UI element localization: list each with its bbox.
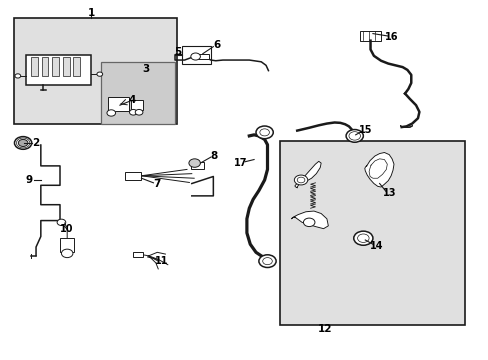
- Polygon shape: [291, 211, 328, 229]
- Bar: [73, 57, 80, 76]
- Text: 7: 7: [153, 179, 160, 189]
- Circle shape: [190, 53, 200, 60]
- Bar: [359, 31, 380, 41]
- Circle shape: [353, 231, 372, 245]
- Circle shape: [97, 72, 102, 76]
- Text: 4: 4: [128, 95, 135, 105]
- Circle shape: [303, 218, 314, 226]
- Bar: [26, 55, 91, 85]
- Circle shape: [107, 110, 115, 116]
- Circle shape: [346, 130, 363, 142]
- Bar: [101, 62, 175, 123]
- Circle shape: [61, 249, 73, 258]
- Bar: [182, 46, 210, 64]
- Bar: [41, 57, 48, 76]
- Text: 12: 12: [317, 324, 331, 334]
- Circle shape: [256, 126, 273, 139]
- Text: 9: 9: [25, 175, 32, 185]
- Bar: [108, 97, 129, 111]
- Bar: [52, 57, 59, 76]
- Circle shape: [15, 74, 20, 78]
- Text: 2: 2: [32, 138, 40, 148]
- Text: 11: 11: [155, 256, 168, 266]
- Text: 3: 3: [142, 64, 150, 74]
- Text: 15: 15: [358, 125, 371, 135]
- Bar: [60, 238, 74, 252]
- Bar: [31, 57, 38, 76]
- Circle shape: [294, 175, 307, 185]
- Circle shape: [135, 109, 142, 115]
- Bar: [280, 141, 464, 325]
- Bar: [190, 162, 204, 170]
- Bar: [63, 57, 69, 76]
- Text: 10: 10: [60, 224, 73, 234]
- Text: 8: 8: [210, 150, 218, 161]
- Bar: [131, 100, 142, 110]
- Circle shape: [188, 159, 200, 167]
- Polygon shape: [364, 153, 393, 187]
- Text: 1: 1: [87, 9, 95, 18]
- Text: 5: 5: [173, 47, 181, 57]
- Bar: [15, 18, 177, 123]
- Text: 17: 17: [233, 158, 247, 168]
- Circle shape: [129, 109, 137, 115]
- Text: 6: 6: [213, 40, 220, 50]
- Text: 16: 16: [385, 32, 398, 42]
- Circle shape: [18, 139, 28, 147]
- Circle shape: [258, 255, 276, 267]
- Circle shape: [57, 219, 65, 225]
- Bar: [124, 172, 141, 180]
- Polygon shape: [294, 161, 321, 188]
- Circle shape: [15, 136, 32, 149]
- Bar: [198, 54, 208, 59]
- Text: 13: 13: [382, 188, 395, 198]
- Bar: [133, 252, 142, 257]
- Text: 14: 14: [369, 241, 383, 251]
